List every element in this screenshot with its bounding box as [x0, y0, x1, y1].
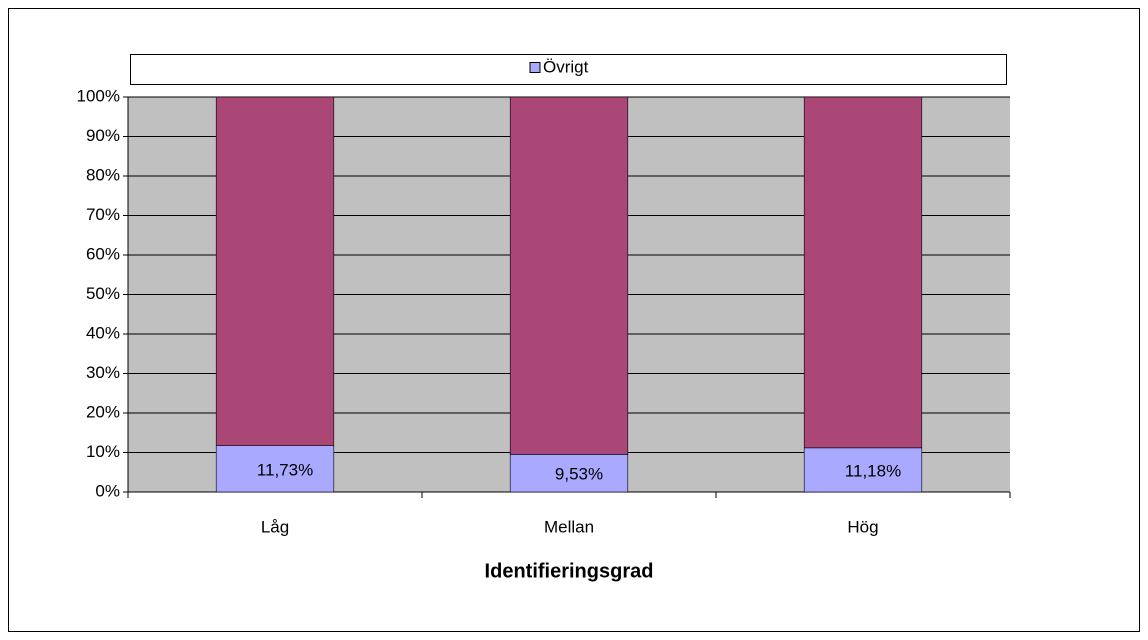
bar-segment: [509, 96, 629, 455]
bar-segment: [215, 445, 335, 493]
y-tick-label: 70%: [86, 205, 120, 224]
y-tick-label: 100%: [77, 86, 120, 105]
y-tick-label: 0%: [95, 481, 120, 500]
y-tick-label: 80%: [86, 165, 120, 184]
data-label: 9,53%: [555, 465, 603, 484]
bar-segment: [215, 96, 335, 446]
x-tick-label: Hög: [847, 517, 878, 536]
data-label: 11,73%: [257, 460, 313, 479]
legend-label: Övrigt: [543, 57, 589, 76]
x-tick-label: Låg: [261, 517, 289, 536]
y-tick-label: 30%: [86, 363, 120, 382]
legend-box: [130, 54, 1007, 85]
y-tick-label: 20%: [86, 402, 120, 421]
x-tick-label: Mellan: [544, 517, 594, 536]
data-label: 11,18%: [845, 461, 901, 480]
bar-segment: [803, 96, 923, 449]
x-axis-title: Identifieringsgrad: [485, 560, 654, 582]
y-tick-label: 90%: [86, 126, 120, 145]
bar-segment: [509, 454, 629, 493]
y-tick-label: 60%: [86, 244, 120, 263]
bar-segment: [803, 447, 923, 493]
y-tick-label: 50%: [86, 284, 120, 303]
y-tick-label: 10%: [86, 442, 120, 461]
legend-marker: [529, 62, 541, 73]
y-tick-label: 40%: [86, 323, 120, 342]
